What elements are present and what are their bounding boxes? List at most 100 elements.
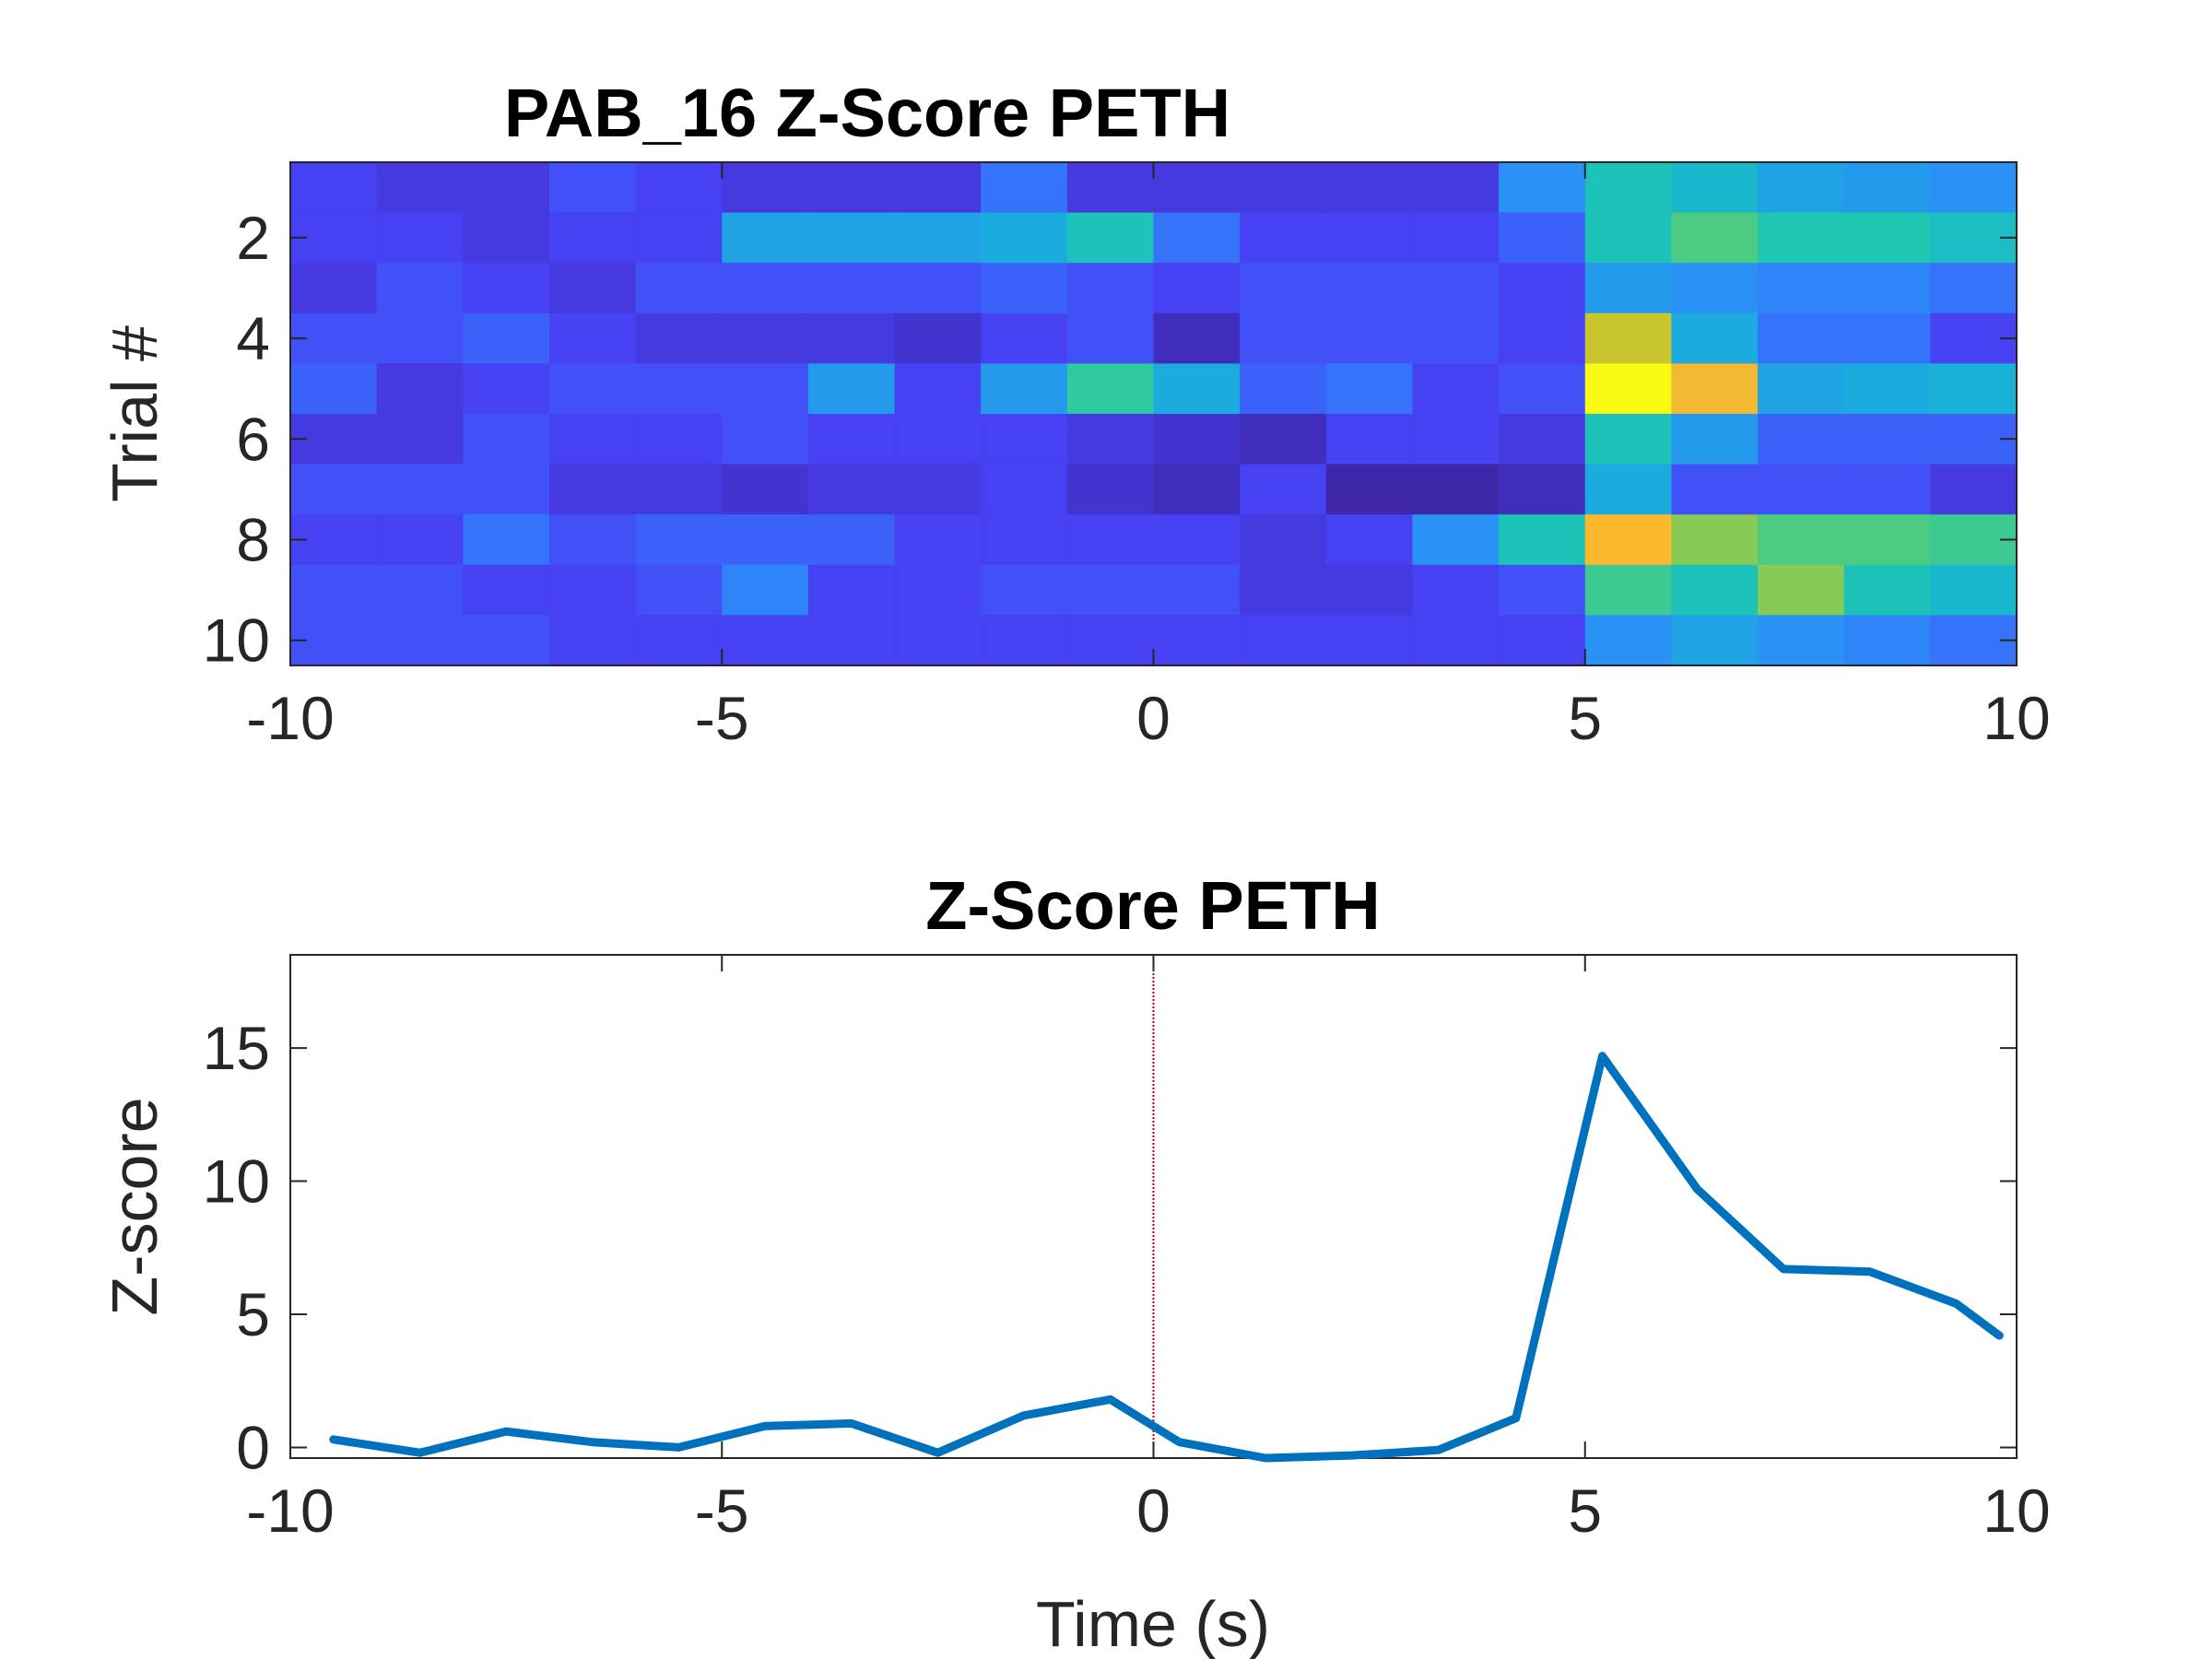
heatmap-cell — [376, 514, 464, 566]
line-x-tick-label: 10 — [1983, 1477, 2050, 1545]
heatmap-cell — [376, 363, 464, 415]
heatmap-cell — [376, 212, 464, 264]
heatmap-cell — [635, 162, 723, 214]
heatmap-cell — [376, 162, 464, 214]
heatmap-cell — [1758, 212, 1845, 264]
heatmap-cell — [1412, 564, 1500, 616]
heatmap-cell — [1066, 414, 1155, 465]
heatmap-cell — [1153, 564, 1241, 616]
heatmap-y-label: Trial # — [99, 325, 171, 502]
line-x-label: Time (s) — [1036, 1588, 1270, 1659]
line-panel: Z-Score PETH -10 -5 0 5 10 0 5 10 15 Time (s) Z… — [99, 867, 2051, 1659]
heatmap-cell — [807, 615, 896, 666]
heatmap-x-axis: -10 -5 0 5 10 — [246, 162, 2051, 752]
heatmap-cell — [1671, 615, 1759, 666]
heatmap-cell — [807, 312, 896, 364]
heatmap-cell — [1584, 263, 1672, 314]
heatmap-cell — [1325, 312, 1414, 364]
heatmap-cell — [894, 363, 982, 415]
heatmap-cell — [1843, 312, 1931, 364]
heatmap-cell — [1153, 414, 1241, 465]
heatmap-cell — [807, 162, 896, 214]
heatmap-cell — [1240, 212, 1327, 264]
heatmap-cell — [463, 162, 550, 214]
heatmap-cell — [1412, 312, 1500, 364]
heatmap-cell — [463, 615, 550, 666]
heatmap-cell — [981, 564, 1068, 616]
heatmap-cell — [981, 464, 1068, 515]
heatmap-cell — [981, 615, 1068, 666]
heatmap-cell — [1843, 514, 1931, 566]
heatmap-cell — [376, 615, 464, 666]
heatmap-cell — [1153, 363, 1241, 415]
heatmap-cell — [722, 263, 809, 314]
heatmap-cell — [807, 212, 896, 264]
heatmap-cell — [376, 464, 464, 515]
heatmap-cell — [722, 514, 809, 566]
heatmap-cell — [548, 464, 637, 515]
heatmap-cell — [807, 564, 896, 616]
heatmap-cell — [635, 312, 723, 364]
heatmap-cell — [1066, 312, 1155, 364]
heatmap-cell — [1758, 363, 1845, 415]
line-y-tick-label: 5 — [236, 1280, 270, 1348]
line-x-tick-label: 0 — [1136, 1477, 1171, 1545]
heatmap-cell — [548, 312, 637, 364]
heatmap-cell — [548, 363, 637, 415]
heatmap-cell — [807, 464, 896, 515]
heatmap-cell — [290, 162, 378, 214]
heatmap-cell — [1240, 464, 1327, 515]
heatmap-cell — [1758, 615, 1845, 666]
heatmap-cell — [1584, 514, 1672, 566]
heatmap-cell — [1240, 564, 1327, 616]
heatmap-cell — [1066, 212, 1155, 264]
heatmap-panel: PAB_16 Z-Score PETH -10 -5 0 5 10 2 4 6 8 10 Tri… — [99, 75, 2051, 752]
heatmap-cell — [290, 363, 378, 415]
heatmap-cell — [635, 564, 723, 616]
heatmap-cell — [1325, 414, 1414, 465]
heatmap-cells — [290, 162, 2018, 666]
heatmap-cell — [1758, 464, 1845, 515]
heatmap-cell — [1153, 263, 1241, 314]
heatmap-cell — [1671, 564, 1759, 616]
heatmap-cell — [722, 312, 809, 364]
heatmap-cell — [463, 363, 550, 415]
heatmap-x-tick-label: -5 — [695, 684, 749, 752]
heatmap-cell — [1671, 263, 1759, 314]
heatmap-cell — [376, 263, 464, 314]
heatmap-cell — [1930, 263, 2018, 314]
heatmap-x-tick-label: 10 — [1983, 684, 2050, 752]
heatmap-cell — [1412, 363, 1500, 415]
heatmap-cell — [1240, 615, 1327, 666]
line-x-tick-label: -10 — [246, 1477, 334, 1545]
heatmap-cell — [290, 564, 378, 616]
heatmap-cell — [981, 162, 1068, 214]
heatmap-cell — [1066, 564, 1155, 616]
heatmap-cell — [1499, 514, 1586, 566]
heatmap-cell — [722, 414, 809, 465]
heatmap-cell — [1412, 514, 1500, 566]
heatmap-cell — [1671, 363, 1759, 415]
heatmap-cell — [1499, 312, 1586, 364]
heatmap-cell — [894, 464, 982, 515]
heatmap-cell — [376, 414, 464, 465]
heatmap-cell — [1584, 414, 1672, 465]
heatmap-cell — [290, 263, 378, 314]
heatmap-y-tick-label: 8 — [236, 506, 270, 574]
heatmap-cell — [1153, 464, 1241, 515]
heatmap-cell — [1153, 312, 1241, 364]
heatmap-cell — [463, 263, 550, 314]
heatmap-cell — [376, 564, 464, 616]
heatmap-cell — [1412, 263, 1500, 314]
heatmap-cell — [1499, 263, 1586, 314]
heatmap-cell — [1153, 615, 1241, 666]
heatmap-cell — [463, 414, 550, 465]
heatmap-cell — [1499, 615, 1586, 666]
heatmap-cell — [1066, 263, 1155, 314]
heatmap-cell — [635, 414, 723, 465]
line-y-tick-label: 10 — [203, 1147, 270, 1216]
heatmap-cell — [722, 464, 809, 515]
heatmap-cell — [1325, 514, 1414, 566]
heatmap-cell — [1412, 464, 1500, 515]
